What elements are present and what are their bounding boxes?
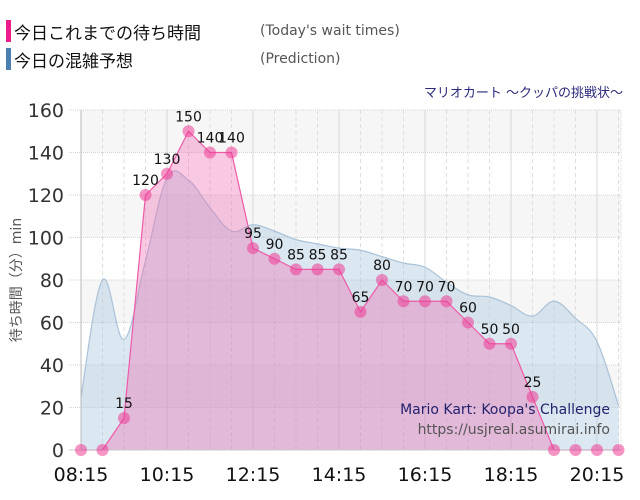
y-tick-label: 40	[40, 355, 64, 377]
x-tick-label: 16:15	[398, 464, 453, 486]
data-point	[290, 263, 302, 276]
data-label: 25	[524, 375, 542, 391]
data-label: 130	[154, 152, 181, 168]
data-point	[419, 295, 431, 308]
data-label: 90	[266, 237, 284, 253]
watermark-title: Mario Kart: Koopa's Challenge	[400, 402, 610, 418]
today-line	[81, 130, 619, 451]
prediction-line	[80, 170, 620, 406]
y-tick-label: 20	[40, 398, 64, 420]
prediction-area	[80, 170, 620, 450]
x-tick-label: 08:15	[54, 464, 109, 486]
legend-label-en: (Today's wait times)	[260, 23, 400, 39]
data-point	[569, 444, 582, 456]
data-point	[612, 444, 625, 456]
data-label: 150	[175, 109, 202, 125]
data-point	[161, 167, 173, 180]
y-tick-label: 160	[28, 100, 64, 122]
data-label: 140	[218, 131, 245, 147]
data-point	[440, 295, 453, 308]
data-label: 120	[132, 173, 159, 189]
legend-item-prediction: 今日の混雑予想 (Prediction)	[6, 47, 341, 72]
data-point	[354, 305, 367, 318]
data-point	[139, 189, 152, 201]
data-label: 85	[330, 247, 348, 263]
grid-band	[81, 237, 621, 280]
data-label: 50	[481, 322, 499, 338]
x-tick-label: 12:15	[226, 464, 281, 486]
data-point	[376, 274, 388, 286]
grid-band	[81, 322, 621, 365]
data-label: 70	[416, 279, 434, 295]
data-label: 85	[287, 247, 305, 263]
data-point	[268, 252, 281, 265]
data-point	[548, 444, 560, 456]
x-tick-label: 18:15	[484, 464, 539, 486]
y-tick-label: 100	[28, 228, 64, 250]
today-area	[81, 130, 619, 451]
data-points	[75, 125, 625, 456]
legend-item-today: 今日これまでの待ち時間 (Today's wait times)	[6, 19, 400, 44]
data-label: 70	[438, 279, 456, 295]
grid	[69, 109, 622, 451]
grid-band	[81, 407, 621, 450]
data-point	[225, 146, 238, 159]
y-axis-title: 待ち時間（分）min	[9, 217, 25, 343]
y-tick-label: 140	[28, 143, 64, 165]
data-label: 50	[502, 322, 520, 338]
data-point	[118, 412, 130, 425]
data-point	[397, 295, 410, 308]
legend-label-en: (Prediction)	[260, 51, 341, 67]
data-point	[311, 263, 324, 276]
data-point	[75, 444, 87, 456]
watermark-url: https://usjreal.asumirai.info	[417, 422, 610, 438]
legend-label-jp: 今日これまでの待ち時間	[14, 23, 201, 44]
data-label: 60	[459, 301, 477, 317]
data-point	[247, 242, 259, 255]
axes: 0 20 40 60 80 100 120 140 160 08:15 10:15 12:15 14:1…	[28, 100, 625, 486]
data-label: 70	[395, 279, 413, 295]
data-label: 95	[244, 226, 262, 242]
data-label: 15	[115, 396, 133, 412]
data-point	[333, 263, 345, 276]
data-label: 80	[373, 258, 391, 274]
prediction-fill	[81, 170, 619, 450]
y-tick-label: 60	[40, 313, 64, 335]
data-label: 140	[197, 131, 224, 147]
data-point	[462, 316, 474, 329]
y-tick-label: 80	[40, 270, 64, 292]
legend-swatch-today	[6, 20, 11, 42]
data-point	[591, 444, 603, 456]
data-point	[182, 125, 195, 138]
x-tick-label: 14:15	[312, 464, 367, 486]
data-point	[526, 390, 539, 403]
legend-label-jp: 今日の混雑予想	[14, 51, 133, 72]
data-label: 85	[309, 247, 327, 263]
data-point	[483, 337, 496, 350]
chart-subtitle: マリオカート ～クッパの挑戦状～	[423, 86, 623, 101]
data-label: 65	[352, 290, 370, 306]
y-tick-label: 0	[52, 440, 64, 462]
x-tick-label: 10:15	[140, 464, 195, 486]
legend-swatch-prediction	[6, 48, 11, 70]
data-point	[96, 444, 109, 456]
y-tick-label: 120	[28, 185, 64, 207]
x-tick-label: 20:15	[570, 464, 625, 486]
data-point	[505, 337, 517, 350]
data-point	[204, 146, 216, 159]
